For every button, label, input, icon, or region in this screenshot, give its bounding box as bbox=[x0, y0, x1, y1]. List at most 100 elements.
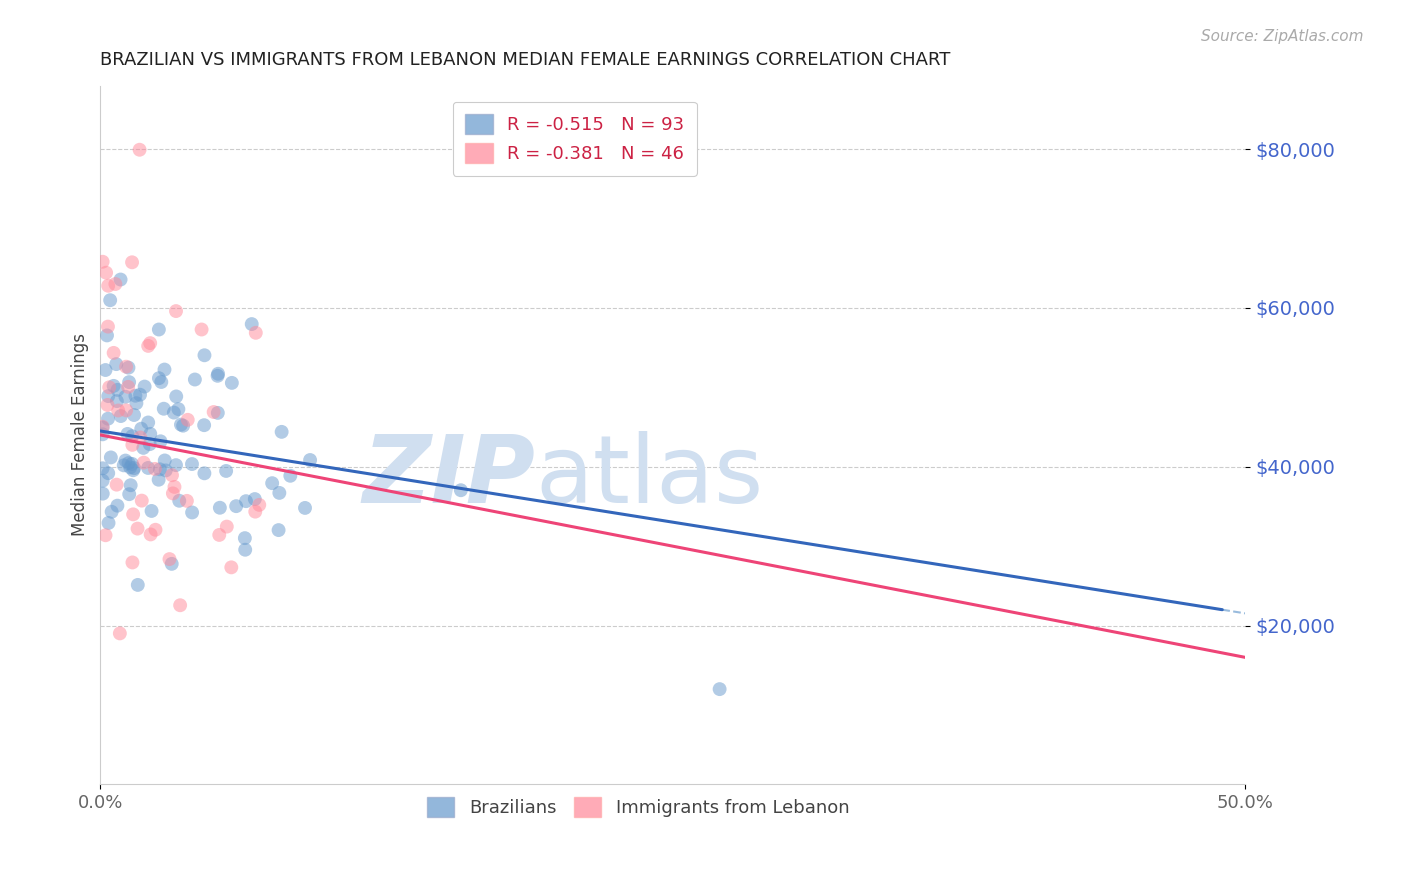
Point bbox=[122, 508, 145, 522]
Point bbox=[160, 557, 183, 571]
Point bbox=[117, 426, 139, 441]
Point bbox=[159, 552, 181, 566]
Text: atlas: atlas bbox=[536, 431, 763, 523]
Point bbox=[155, 463, 177, 477]
Point bbox=[131, 493, 153, 508]
Point bbox=[121, 457, 143, 471]
Point bbox=[150, 375, 173, 389]
Point bbox=[190, 322, 212, 336]
Point bbox=[121, 429, 143, 443]
Point bbox=[103, 379, 125, 393]
Point bbox=[208, 500, 231, 515]
Point bbox=[245, 326, 267, 340]
Point bbox=[110, 409, 132, 423]
Point bbox=[193, 348, 215, 362]
Point bbox=[181, 457, 204, 471]
Point bbox=[127, 578, 149, 592]
Point bbox=[145, 523, 167, 537]
Point bbox=[122, 463, 145, 477]
Point bbox=[270, 425, 292, 439]
Point bbox=[193, 467, 215, 481]
Point bbox=[208, 528, 231, 542]
Point bbox=[233, 531, 256, 545]
Point bbox=[215, 464, 238, 478]
Point bbox=[104, 277, 127, 291]
Point bbox=[207, 406, 229, 420]
Point bbox=[121, 556, 143, 570]
Point bbox=[165, 458, 187, 472]
Point bbox=[202, 405, 225, 419]
Point bbox=[162, 486, 184, 500]
Point bbox=[143, 462, 166, 476]
Point bbox=[118, 487, 141, 501]
Point bbox=[278, 468, 301, 483]
Point bbox=[120, 460, 142, 475]
Point bbox=[98, 293, 121, 308]
Point bbox=[91, 427, 114, 442]
Point bbox=[172, 418, 194, 433]
Point bbox=[139, 336, 162, 351]
Point bbox=[148, 322, 170, 336]
Point bbox=[136, 416, 159, 430]
Point bbox=[112, 458, 135, 473]
Point bbox=[167, 402, 190, 417]
Point bbox=[139, 426, 162, 441]
Point bbox=[91, 419, 114, 434]
Point bbox=[153, 362, 176, 376]
Point bbox=[176, 494, 198, 508]
Point bbox=[127, 522, 149, 536]
Point bbox=[125, 396, 148, 410]
Point bbox=[450, 483, 472, 498]
Point bbox=[100, 450, 122, 465]
Point bbox=[181, 506, 204, 520]
Point bbox=[96, 398, 118, 412]
Point bbox=[267, 523, 290, 537]
Point bbox=[215, 519, 238, 533]
Point bbox=[262, 476, 284, 491]
Point bbox=[115, 403, 138, 417]
Point bbox=[148, 473, 170, 487]
Point bbox=[114, 390, 136, 404]
Point bbox=[108, 626, 131, 640]
Point bbox=[299, 453, 322, 467]
Point bbox=[105, 499, 128, 513]
Point bbox=[121, 255, 143, 269]
Point bbox=[136, 461, 159, 475]
Point bbox=[163, 480, 186, 494]
Point bbox=[141, 504, 163, 518]
Point bbox=[118, 375, 141, 389]
Point bbox=[243, 491, 266, 506]
Point bbox=[97, 411, 120, 425]
Point bbox=[97, 516, 120, 530]
Point bbox=[207, 367, 229, 381]
Legend: Brazilians, Immigrants from Lebanon: Brazilians, Immigrants from Lebanon bbox=[420, 790, 856, 824]
Point bbox=[134, 379, 156, 393]
Point bbox=[110, 272, 132, 286]
Point bbox=[240, 317, 263, 331]
Point bbox=[165, 389, 187, 403]
Point bbox=[97, 466, 120, 480]
Point bbox=[105, 394, 128, 409]
Point bbox=[103, 346, 125, 360]
Point bbox=[184, 372, 207, 386]
Point bbox=[245, 505, 267, 519]
Point bbox=[94, 528, 117, 542]
Point bbox=[100, 505, 122, 519]
Y-axis label: Median Female Earnings: Median Female Earnings bbox=[72, 334, 89, 536]
Point bbox=[124, 389, 146, 403]
Point bbox=[207, 368, 229, 383]
Point bbox=[169, 599, 191, 613]
Point bbox=[247, 498, 270, 512]
Point bbox=[129, 387, 152, 401]
Point bbox=[132, 441, 155, 455]
Point bbox=[160, 468, 183, 483]
Point bbox=[91, 461, 114, 475]
Point bbox=[97, 278, 120, 293]
Point bbox=[132, 456, 155, 470]
Point bbox=[136, 339, 159, 353]
Point bbox=[225, 499, 247, 513]
Point bbox=[91, 420, 114, 434]
Point bbox=[91, 474, 114, 488]
Point bbox=[148, 371, 170, 385]
Point bbox=[709, 682, 731, 697]
